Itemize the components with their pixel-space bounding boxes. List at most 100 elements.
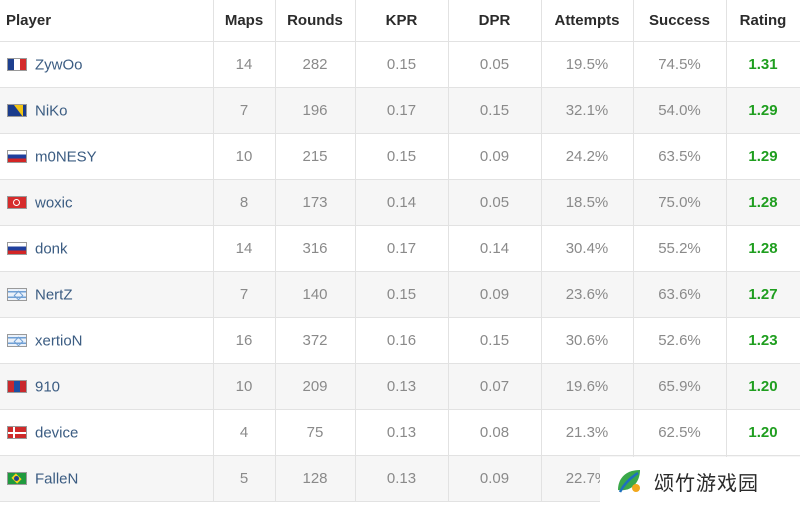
watermark: 颂竹游戏园 [600,457,800,505]
france-flag-icon [7,58,27,72]
player-cell: NiKo [0,87,214,134]
header-rounds[interactable]: Rounds [275,0,356,42]
rounds-cell: 209 [275,363,356,410]
success-cell: 55.2% [633,225,727,272]
rating-cell: 1.23 [726,317,800,364]
player-cell: device [0,409,214,456]
player-name-link[interactable]: device [35,424,79,442]
dpr-cell: 0.05 [448,179,542,226]
rating-cell: 1.31 [726,41,800,88]
header-rating[interactable]: Rating [726,0,800,42]
rounds-cell: 75 [275,409,356,456]
success-cell: 75.0% [633,179,727,226]
kpr-cell: 0.13 [355,409,449,456]
dpr-cell: 0.05 [448,41,542,88]
dpr-cell: 0.15 [448,317,542,364]
turkey-flag-icon [7,196,27,210]
table-row: device 4 75 0.13 0.08 21.3% 62.5% 1.20 [0,409,800,456]
dpr-cell: 0.08 [448,409,542,456]
player-cell: xertioN [0,317,214,364]
player-name-link[interactable]: ZywOo [35,56,83,74]
maps-cell: 10 [213,133,276,180]
rounds-cell: 196 [275,87,356,134]
success-cell: 65.9% [633,363,727,410]
player-name-link[interactable]: xertioN [35,332,83,350]
success-cell: 74.5% [633,41,727,88]
player-cell: m0NESY [0,133,214,180]
maps-cell: 10 [213,363,276,410]
attempts-cell: 30.6% [541,317,634,364]
rounds-cell: 372 [275,317,356,364]
dpr-cell: 0.09 [448,133,542,180]
table-row: NiKo 7 196 0.17 0.15 32.1% 54.0% 1.29 [0,87,800,134]
rounds-cell: 316 [275,225,356,272]
russia-flag-icon [7,150,27,164]
header-kpr[interactable]: KPR [355,0,449,42]
player-name-link[interactable]: 910 [35,378,61,396]
table-row: 910 10 209 0.13 0.07 19.6% 65.9% 1.20 [0,363,800,410]
header-player[interactable]: Player [0,0,214,42]
header-attempts[interactable]: Attempts [541,0,634,42]
denmark-flag-icon [7,426,27,440]
maps-cell: 5 [213,455,276,502]
bosnia-flag-icon [7,104,27,118]
header-maps[interactable]: Maps [213,0,276,42]
header-success[interactable]: Success [633,0,727,42]
israel-flag-icon [7,334,27,348]
player-name-link[interactable]: FalleN [35,470,79,488]
table-row: NertZ 7 140 0.15 0.09 23.6% 63.6% 1.27 [0,271,800,318]
success-cell: 54.0% [633,87,727,134]
player-name-link[interactable]: m0NESY [35,148,97,166]
success-cell: 63.5% [633,133,727,180]
player-name-link[interactable]: donk [35,240,68,258]
rating-cell: 1.28 [726,225,800,272]
russia-flag-icon [7,242,27,256]
rounds-cell: 215 [275,133,356,180]
table-row: ZywOo 14 282 0.15 0.05 19.5% 74.5% 1.31 [0,41,800,88]
rating-cell: 1.29 [726,87,800,134]
attempts-cell: 19.6% [541,363,634,410]
leaf-logo-icon [614,466,644,496]
table-row: donk 14 316 0.17 0.14 30.4% 55.2% 1.28 [0,225,800,272]
attempts-cell: 30.4% [541,225,634,272]
success-cell: 52.6% [633,317,727,364]
israel-flag-icon [7,288,27,302]
rating-cell: 1.20 [726,409,800,456]
maps-cell: 8 [213,179,276,226]
rounds-cell: 128 [275,455,356,502]
player-cell: 910 [0,363,214,410]
header-dpr[interactable]: DPR [448,0,542,42]
kpr-cell: 0.16 [355,317,449,364]
kpr-cell: 0.17 [355,87,449,134]
dpr-cell: 0.09 [448,455,542,502]
dpr-cell: 0.15 [448,87,542,134]
player-name-link[interactable]: NertZ [35,286,73,304]
player-cell: woxic [0,179,214,226]
table-row: xertioN 16 372 0.16 0.15 30.6% 52.6% 1.2… [0,317,800,364]
mongolia-flag-icon [7,380,27,394]
player-cell: donk [0,225,214,272]
kpr-cell: 0.15 [355,271,449,318]
dpr-cell: 0.14 [448,225,542,272]
success-cell: 62.5% [633,409,727,456]
kpr-cell: 0.13 [355,455,449,502]
rounds-cell: 282 [275,41,356,88]
rounds-cell: 173 [275,179,356,226]
maps-cell: 16 [213,317,276,364]
dpr-cell: 0.07 [448,363,542,410]
dpr-cell: 0.09 [448,271,542,318]
maps-cell: 7 [213,87,276,134]
kpr-cell: 0.15 [355,41,449,88]
maps-cell: 14 [213,41,276,88]
rating-cell: 1.27 [726,271,800,318]
player-name-link[interactable]: woxic [35,194,73,212]
maps-cell: 7 [213,271,276,318]
player-cell: NertZ [0,271,214,318]
watermark-text: 颂竹游戏园 [654,470,759,495]
player-name-link[interactable]: NiKo [35,102,68,120]
maps-cell: 14 [213,225,276,272]
attempts-cell: 21.3% [541,409,634,456]
kpr-cell: 0.14 [355,179,449,226]
rounds-cell: 140 [275,271,356,318]
